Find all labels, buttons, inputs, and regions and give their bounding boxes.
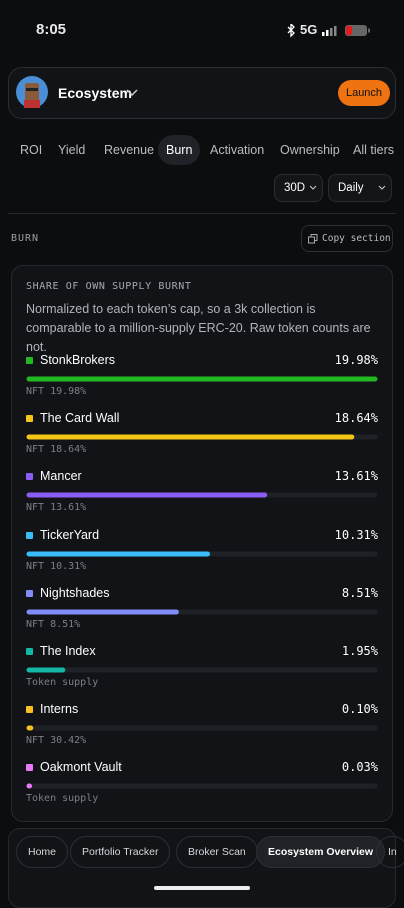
interval-value: Daily — [338, 182, 364, 194]
range-select[interactable]: 30D — [274, 174, 323, 202]
bar-track — [26, 492, 378, 498]
legend-dot — [26, 706, 33, 714]
header-card — [8, 67, 396, 119]
tab[interactable]: Revenue — [104, 143, 155, 157]
legend-dot — [26, 473, 33, 481]
item-note: NFT 19.98% — [26, 386, 87, 397]
nav-button[interactable]: Portfolio Tracker — [70, 836, 171, 868]
chevron[interactable] — [126, 88, 138, 98]
legend-dot — [26, 648, 33, 655]
network: 5G — [300, 22, 318, 37]
item-note: NFT 13.61% — [26, 502, 87, 514]
item-value: 19.98% — [334, 353, 378, 367]
bar-track — [26, 551, 378, 557]
item-name: StonkBrokers — [40, 353, 116, 367]
card-description: Normalized to each token’s cap, so a 3k … — [26, 302, 371, 354]
bar-track — [26, 725, 378, 731]
item-name: TickerYard — [40, 527, 100, 542]
copy-icon — [308, 234, 318, 244]
item-value: 18.64% — [334, 411, 378, 426]
nav-button[interactable]: Home — [16, 836, 69, 868]
item-value: 13.61% — [334, 469, 378, 484]
chevron — [309, 185, 317, 190]
status-icons — [287, 24, 370, 38]
card-title: SHARE OF OWN SUPPLY BURNT — [26, 281, 192, 292]
nav-button[interactable]: In — [376, 836, 404, 868]
header-title[interactable]: Ecosystem — [58, 85, 132, 101]
section-label: BURN — [11, 233, 40, 244]
legend-dot — [26, 589, 33, 597]
launch-button[interactable]: Launch — [338, 80, 390, 106]
legend-dot — [26, 531, 33, 539]
item-value: 8.51% — [341, 585, 378, 600]
item-value: 0.10% — [341, 702, 378, 717]
bar-track — [26, 434, 378, 440]
status-time: 8:05 — [36, 21, 67, 38]
item-value: 10.31% — [334, 527, 378, 542]
tab[interactable]: ROI — [20, 143, 43, 157]
tab[interactable]: Burn — [158, 135, 201, 165]
bar-track — [26, 376, 378, 382]
legend-dot — [26, 764, 33, 772]
item-note: NFT 8.51% — [26, 618, 81, 630]
item-note: NFT 18.64% — [26, 444, 87, 456]
item-name: Nightshades — [40, 585, 110, 600]
bar-track — [26, 609, 378, 615]
tab[interactable]: All tiers — [353, 143, 394, 157]
legend-dot — [26, 415, 33, 423]
bar-track — [26, 667, 378, 673]
bar-track — [26, 783, 378, 789]
item-name: The Card Wall — [40, 411, 120, 426]
chevron — [378, 185, 386, 190]
home-indicator — [154, 886, 250, 890]
tab[interactable]: Activation — [210, 143, 265, 157]
item-note: Token supply — [26, 793, 99, 805]
nav-button[interactable]: Broker Scan — [176, 836, 258, 868]
item-name: Oakmont Vault — [40, 760, 122, 775]
item-note: NFT 10.31% — [26, 560, 87, 572]
item-note: NFT 30.42% — [26, 735, 87, 747]
tab[interactable]: Yield — [58, 143, 86, 157]
tab[interactable]: Ownership — [280, 143, 340, 157]
item-name: Interns — [40, 702, 79, 717]
range-value: 30D — [284, 182, 306, 194]
item-name: Mancer — [40, 469, 82, 484]
avatar[interactable] — [16, 76, 48, 108]
item-value: 1.95% — [341, 644, 378, 658]
item-value: 0.03% — [341, 760, 378, 775]
legend-dot — [26, 357, 33, 364]
copy-button[interactable]: Copy section — [301, 225, 393, 252]
divider — [8, 213, 396, 214]
item-name: The Index — [40, 644, 96, 658]
nav-button[interactable]: Ecosystem Overview — [256, 836, 386, 868]
item-note: Token supply — [26, 677, 99, 688]
